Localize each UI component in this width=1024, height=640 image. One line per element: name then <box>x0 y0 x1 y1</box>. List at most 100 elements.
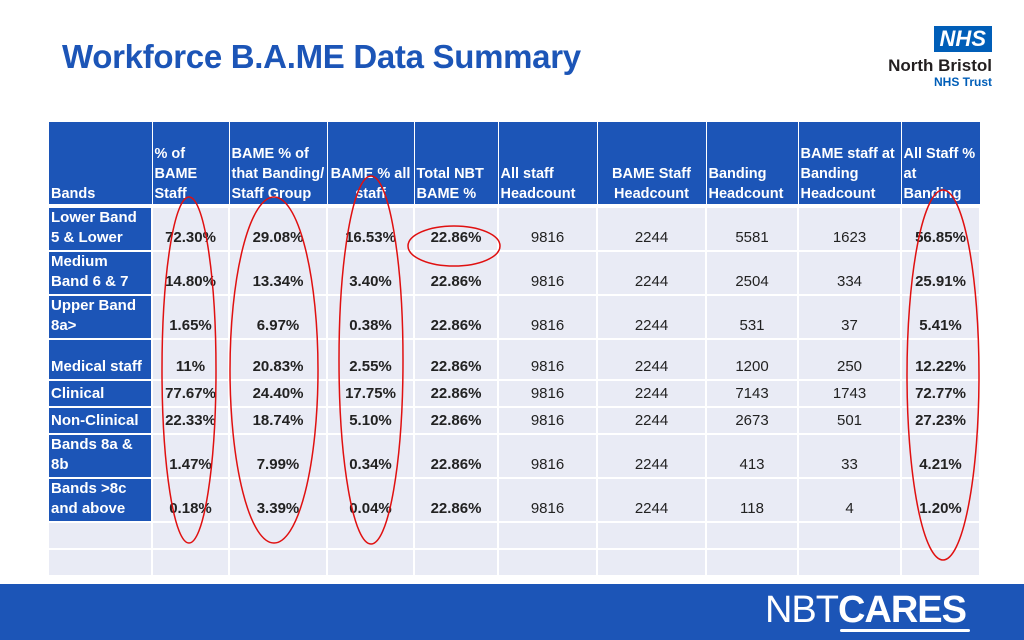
table-cell: 4 <box>798 478 902 523</box>
table-cell: 22.86% <box>414 339 499 381</box>
empty-cell <box>327 549 415 577</box>
table-cell: 12.22% <box>901 339 981 381</box>
annotation-circle-bame-pct-all <box>338 175 404 545</box>
empty-cell <box>327 522 415 550</box>
table-cell: 72.77% <box>901 380 981 408</box>
table-cell: 2244 <box>597 407 707 435</box>
table-cell: 9816 <box>498 339 598 381</box>
empty-cell <box>901 549 981 577</box>
table-cell: 22.86% <box>414 295 499 340</box>
table-cell: 2244 <box>597 251 707 296</box>
table-row: Lower Band 5 & Lower 72.30% 29.08% 16.53% 22… <box>49 204 981 252</box>
header-all-staff-headcount: All staff Headcount <box>498 122 598 206</box>
table-cell: 1200 <box>706 339 799 381</box>
table-cell: 27.23% <box>901 407 981 435</box>
table-cell: 118 <box>706 478 799 523</box>
band-label: Clinical <box>49 380 153 408</box>
table-cell: 9816 <box>498 251 598 296</box>
logo-underline <box>840 629 970 632</box>
table-cell: 334 <box>798 251 902 296</box>
table-cell: 1623 <box>798 204 902 252</box>
nhs-badge: NHS <box>933 26 992 52</box>
table-row: Medium Band 6 & 7 14.80% 13.34% 3.40% 22.86%… <box>49 251 981 296</box>
band-label: Medical staff <box>49 339 153 381</box>
table-cell: 9816 <box>498 380 598 408</box>
annotation-circle-bame-pct-banding <box>229 196 319 544</box>
table-cell: 22.86% <box>414 380 499 408</box>
table-cell: 22.86% <box>414 251 499 296</box>
empty-cell <box>152 549 230 577</box>
table-cell: 9816 <box>498 295 598 340</box>
empty-cell <box>498 549 598 577</box>
band-label: Medium Band 6 & 7 <box>49 251 153 296</box>
table-cell: 501 <box>798 407 902 435</box>
empty-cell <box>229 522 328 550</box>
nhs-logo: NHS North Bristol NHS Trust <box>862 26 992 89</box>
table-cell: 413 <box>706 434 799 479</box>
table-cell: 22.86% <box>414 434 499 479</box>
nhs-org-sub: NHS Trust <box>933 75 992 89</box>
nhs-org-name: North Bristol <box>888 56 992 75</box>
brand-cares: CARES <box>837 589 967 631</box>
annotation-circle-all-staff-pct-banding <box>906 189 980 561</box>
table-header-row: Bands % of BAME Staff BAME % of that Ban… <box>49 122 981 206</box>
table-cell: 1743 <box>798 380 902 408</box>
empty-cell <box>706 522 799 550</box>
header-bame-at-banding-headcount: BAME staff at Banding Headcount <box>798 122 902 206</box>
empty-cell <box>414 522 499 550</box>
table-cell: 22.86% <box>414 204 499 252</box>
table-cell: 9816 <box>498 478 598 523</box>
table-cell: 2244 <box>597 434 707 479</box>
empty-row <box>49 549 981 577</box>
header-banding-headcount: Banding Headcount <box>706 122 799 206</box>
table-cell: 7143 <box>706 380 799 408</box>
annotation-circle-pct-bame-staff <box>161 196 217 544</box>
table-cell: 0.04% <box>327 478 415 523</box>
table-cell: 24.40% <box>229 380 328 408</box>
table-row: Clinical 77.67% 24.40% 17.75% 22.86% 9816 2244… <box>49 380 981 408</box>
table-cell: 0.38% <box>327 295 415 340</box>
bame-summary-table: Bands % of BAME Staff BAME % of that Ban… <box>49 122 981 577</box>
empty-cell <box>49 549 153 577</box>
table-cell: 33 <box>798 434 902 479</box>
table-cell: 18.74% <box>229 407 328 435</box>
table-cell: 5581 <box>706 204 799 252</box>
band-label: Bands 8a & 8b <box>49 434 153 479</box>
table-cell: 22.86% <box>414 478 499 523</box>
table-cell: 9816 <box>498 204 598 252</box>
table-cell: 2244 <box>597 339 707 381</box>
header-pct-bame-staff: % of BAME Staff <box>152 122 230 206</box>
empty-cell <box>597 522 707 550</box>
empty-cell <box>798 522 902 550</box>
table-cell: 72.30% <box>152 204 230 252</box>
header-bame-staff-headcount: BAME Staff Headcount <box>597 122 707 206</box>
table-cell: 531 <box>706 295 799 340</box>
empty-cell <box>49 522 153 550</box>
header-bame-pct-banding: BAME % of that Banding/ Staff Group <box>229 122 328 206</box>
table-cell: 2244 <box>597 204 707 252</box>
band-label: Lower Band 5 & Lower <box>49 204 153 252</box>
empty-cell <box>152 522 230 550</box>
header-bame-pct-all-staff: BAME % all staff <box>327 122 415 206</box>
table-cell: 9816 <box>498 434 598 479</box>
table-cell: 7.99% <box>229 434 328 479</box>
band-label: Bands >8c and above <box>49 478 153 523</box>
table-cell: 2504 <box>706 251 799 296</box>
empty-row <box>49 522 981 550</box>
table-cell: 20.83% <box>229 339 328 381</box>
page-title: Workforce B.A.ME Data Summary <box>62 38 581 75</box>
table-cell: 22.86% <box>414 407 499 435</box>
table-cell: 250 <box>798 339 902 381</box>
table-cell: 2244 <box>597 380 707 408</box>
table-cell: 29.08% <box>229 204 328 252</box>
empty-cell <box>414 549 499 577</box>
table-cell: 2.55% <box>327 339 415 381</box>
header-total-nbt-bame: Total NBT BAME % <box>414 122 499 206</box>
table-cell: 22.33% <box>152 407 230 435</box>
band-label: Upper Band 8a> <box>49 295 153 340</box>
header-bands: Bands <box>49 122 153 206</box>
table-cell: 4.21% <box>901 434 981 479</box>
table-row: Bands 8a & 8b 1.47% 7.99% 0.34% 22.86% 9816 22… <box>49 434 981 479</box>
table-cell: 17.75% <box>327 380 415 408</box>
